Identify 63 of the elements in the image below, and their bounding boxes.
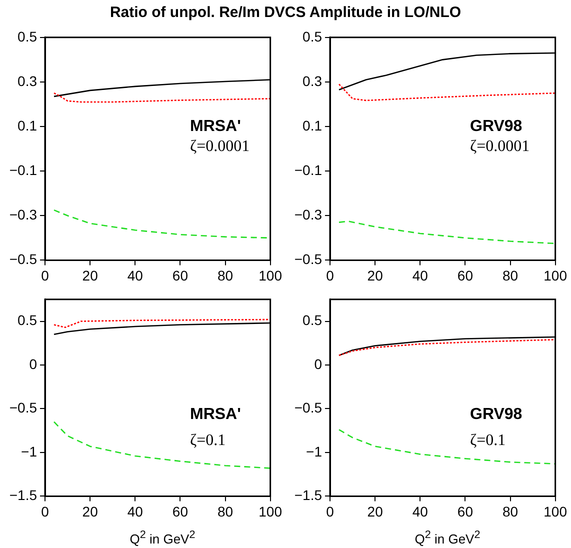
x-tick-label: 80	[502, 503, 518, 520]
y-tick-label: 0	[29, 356, 38, 372]
y-tick-label: −0.5	[9, 400, 38, 416]
annotation: MRSA'	[190, 406, 241, 424]
line-series	[338, 220, 556, 244]
y-tick-label: −0.3	[9, 206, 38, 222]
x-tick-label: 40	[412, 267, 428, 284]
x-tick-label: 40	[127, 267, 144, 284]
x-tick-label: 60	[457, 503, 474, 520]
annotation: ζ=0.1	[470, 432, 506, 450]
line-series	[338, 429, 556, 464]
y-tick-label: −0.1	[294, 162, 322, 178]
x-tick-label: 0	[326, 267, 334, 284]
y-tick-label: 0	[314, 356, 322, 372]
x-tick-label: 40	[412, 503, 428, 520]
y-tick-label: 0.1	[302, 117, 322, 134]
y-tick-label: 0.5	[18, 28, 38, 44]
annotation: ζ=0.0001	[470, 138, 530, 156]
x-tick-label: 100	[544, 267, 568, 284]
x-tick-label: 100	[544, 503, 568, 520]
line-series	[53, 92, 270, 103]
annotation: MRSA'	[190, 118, 241, 136]
x-tick-label: 0	[41, 267, 50, 284]
x-tick-label: 80	[217, 503, 234, 520]
x-tick-label: 80	[217, 267, 234, 284]
y-tick-label: −1	[21, 443, 38, 460]
y-tick-label: 0.1	[18, 117, 38, 134]
y-tick-label: 0.3	[302, 72, 322, 89]
y-tick-label: −1.5	[294, 487, 322, 504]
line-series	[53, 421, 270, 469]
y-tick-label: −0.5	[294, 251, 322, 268]
y-tick-label: −0.5	[9, 251, 38, 268]
line-series	[338, 84, 556, 102]
x-tick-label: 40	[127, 503, 144, 520]
annotation: ζ=0.1	[190, 432, 226, 450]
y-tick-label: 0.3	[18, 72, 38, 89]
x-tick-label: 60	[457, 267, 474, 284]
x-tick-label: 60	[172, 503, 188, 520]
y-tick-label: −1	[306, 443, 322, 460]
chart-title: Ratio of unpol. Re/Im DVCS Amplitude in LO/NLO	[108, 3, 462, 23]
y-tick-label: 0.5	[302, 312, 322, 328]
y-tick-label: 0.5	[18, 312, 38, 328]
annotation: GRV98	[470, 406, 522, 424]
x-axis-title: Q$^{2}$ in GeV$^{2}$	[128, 528, 196, 546]
x-tick-label: 0	[41, 503, 50, 520]
x-tick-label: 100	[258, 267, 282, 284]
x-tick-label: 60	[172, 267, 188, 284]
annotation: ζ=0.0001	[190, 138, 250, 156]
x-tick-label: 100	[258, 503, 282, 520]
annotation: GRV98	[470, 118, 522, 136]
y-tick-label: −0.5	[294, 400, 322, 416]
x-tick-label: 80	[502, 267, 518, 284]
x-tick-label: 20	[367, 503, 384, 520]
x-tick-label: 0	[326, 503, 334, 520]
line-series	[53, 318, 270, 328]
x-tick-label: 20	[367, 267, 384, 284]
y-tick-label: −1.5	[9, 487, 38, 504]
y-tick-label: 0.5	[302, 28, 322, 44]
y-tick-label: −0.1	[9, 162, 38, 178]
x-tick-label: 20	[82, 503, 98, 520]
x-axis-title: Q$^{2}$ in GeV$^{2}$	[414, 528, 482, 546]
x-tick-label: 20	[82, 267, 98, 284]
y-tick-label: −0.3	[294, 206, 322, 222]
